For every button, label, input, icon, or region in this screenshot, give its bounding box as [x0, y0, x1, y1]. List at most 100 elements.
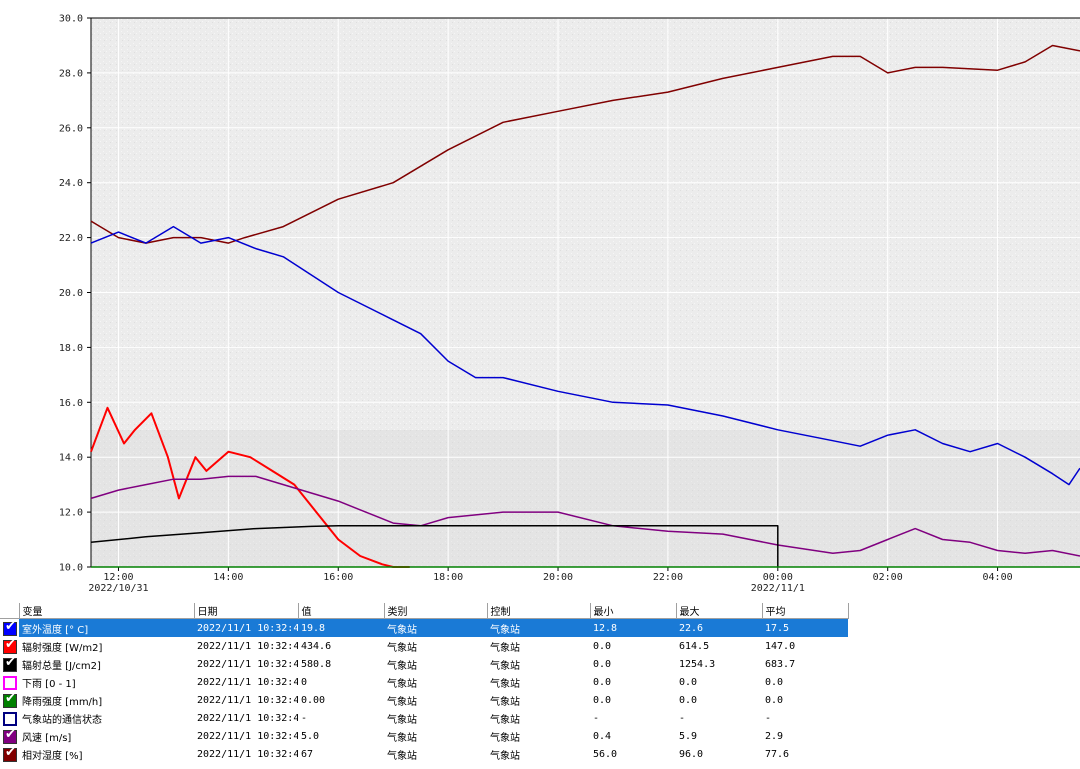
- control-cell: 气象站: [490, 750, 520, 762]
- value-cell: 0.00: [301, 694, 326, 706]
- filler-cell: [848, 619, 1080, 638]
- x-tick-label: 00:00: [763, 572, 793, 583]
- control-cell: 气象站: [487, 618, 590, 637]
- date-cell: 2022/11/1 10:32:43: [197, 712, 298, 724]
- series-visibility-checkbox[interactable]: [3, 675, 17, 690]
- min-cell: -: [593, 712, 600, 724]
- header-max[interactable]: 最大: [676, 603, 763, 619]
- series-visibility-checkbox[interactable]: ✔: [3, 618, 17, 636]
- header-min[interactable]: 最小: [590, 603, 677, 619]
- min-cell: 12.8: [590, 618, 676, 637]
- x-tick-label: 22:00: [653, 572, 683, 583]
- date-cell: 2022/11/1 10:32:43: [197, 694, 298, 706]
- max-cell: -: [679, 712, 686, 724]
- filler-cell: [848, 709, 1080, 727]
- variable-name: 相对湿度 [%]: [22, 750, 83, 762]
- series-visibility-checkbox[interactable]: ✔: [3, 637, 17, 654]
- series-line-4: [90, 525, 779, 567]
- check-icon: ✔: [5, 745, 16, 760]
- header-avg[interactable]: 平均: [762, 603, 849, 619]
- table-row[interactable]: ✔ 降雨强度 [mm/h] 2022/11/1 10:32:43 0.00 气象站 气象站…: [0, 691, 1080, 709]
- max-cell: 0.0: [679, 676, 698, 688]
- table-row[interactable]: ✔ 辐射强度 [W/m2] 2022/11/1 10:32:43 434.6 气象站 气象…: [0, 637, 1080, 655]
- x-tick-label: 02:00: [873, 572, 903, 583]
- min-cell: 0.0: [593, 640, 612, 652]
- check-icon: ✔: [5, 618, 16, 634]
- date-cell: 2022/11/1 10:32:43: [197, 658, 298, 670]
- variable-name: 气象站的通信状态: [22, 714, 102, 726]
- max-cell: 0.0: [679, 694, 698, 706]
- tick-labels: 10.0 12.0 14.0 16.0 18.0 20.0 22.0 24.0 26.0 28.0…: [59, 14, 1013, 595]
- value-cell: -: [301, 712, 308, 724]
- max-cell: 96.0: [679, 748, 704, 760]
- table-row[interactable]: ✔ 辐射总量 [J/cm2] 2022/11/1 10:32:43 580.8 气象站 气…: [0, 655, 1080, 673]
- checkbox-cell: ✔: [0, 637, 19, 655]
- series-visibility-checkbox[interactable]: ✔: [3, 691, 17, 708]
- checkbox-cell: ✔: [0, 727, 19, 745]
- filler-cell: [848, 673, 1080, 691]
- table-row[interactable]: ✔ 相对湿度 [%] 2022/11/1 10:32:43 67 气象站 气象站 56.0 9…: [0, 745, 1080, 763]
- table-row[interactable]: ✔ 风速 [m/s] 2022/11/1 10:32:43 5.0 气象站 气象站 0.4 5…: [0, 727, 1080, 745]
- header-variable[interactable]: 变量: [19, 603, 195, 619]
- x-tick-label: 14:00: [213, 572, 243, 583]
- y-tick-label: 14.0: [59, 453, 83, 464]
- variables-table: 变量 日期 值 类别 控制 最小 最大 平均 ✔ 室外温度 [° C] 2022/1…: [0, 603, 1080, 763]
- avg-cell: 147.0: [765, 640, 796, 652]
- series-line-0: [90, 44, 1080, 244]
- x-tick-label: 20:00: [543, 572, 573, 583]
- trend-chart[interactable]: 10.0 12.0 14.0 16.0 18.0 20.0 22.0 24.0 26.0 28.0…: [0, 0, 1080, 602]
- check-icon: ✔: [5, 637, 16, 652]
- min-cell: 0.0: [593, 658, 612, 670]
- series-line-3: [90, 475, 1080, 557]
- table-row[interactable]: 下雨 [0 - 1] 2022/11/1 10:32:43 0 气象站 气象站 0.0 0.…: [0, 673, 1080, 691]
- x-tick-label: 18:00: [433, 572, 463, 583]
- header-category[interactable]: 类别: [384, 603, 488, 619]
- variable-name: 室外温度 [° C]: [19, 618, 194, 637]
- x-tick-label: 04:00: [983, 572, 1013, 583]
- min-cell: 0.4: [593, 730, 612, 742]
- variable-name: 辐射总量 [J/cm2]: [22, 660, 101, 672]
- x-tick-label: 12:00: [103, 572, 133, 583]
- y-tick-label: 24.0: [59, 178, 83, 189]
- variable-name: 降雨强度 [mm/h]: [22, 696, 103, 708]
- series-visibility-checkbox[interactable]: [3, 711, 17, 726]
- header-date[interactable]: 日期: [194, 603, 299, 619]
- series-visibility-checkbox[interactable]: ✔: [3, 727, 17, 744]
- y-tick-label: 10.0: [59, 563, 83, 574]
- x-tick-label: 16:00: [323, 572, 353, 583]
- max-cell: 614.5: [679, 640, 710, 652]
- avg-cell: 77.6: [765, 748, 790, 760]
- header-control[interactable]: 控制: [487, 603, 591, 619]
- date-cell: 2022/11/1 10:32:43: [194, 618, 298, 637]
- value-cell: 5.0: [301, 730, 320, 742]
- checkbox-cell: ✔: [0, 691, 19, 709]
- variable-name: 下雨 [0 - 1]: [22, 678, 76, 690]
- header-value[interactable]: 值: [298, 603, 385, 619]
- value-cell: 19.8: [298, 618, 384, 637]
- date-cell: 2022/11/1 10:32:43: [197, 748, 298, 760]
- filler-cell: [848, 691, 1080, 709]
- category-cell: 气象站: [387, 642, 417, 654]
- date-cell: 2022/11/1 10:32:43: [197, 730, 298, 742]
- avg-cell: 0.0: [765, 676, 784, 688]
- avg-cell: 0.0: [765, 694, 784, 706]
- max-cell: 5.9: [679, 730, 698, 742]
- table-row[interactable]: 气象站的通信状态 2022/11/1 10:32:43- 气象站 气象站 - - -: [0, 709, 1080, 727]
- date-cell: 2022/11/1 10:32:43: [197, 640, 298, 652]
- value-cell: 67: [301, 748, 314, 760]
- category-cell: 气象站: [387, 696, 417, 708]
- x-date-label: 2022/11/1: [751, 583, 805, 594]
- value-cell: 0: [301, 676, 308, 688]
- filler-cell: [848, 727, 1080, 745]
- checkbox-cell: ✔: [0, 619, 19, 638]
- checkbox-cell: ✔: [0, 655, 19, 673]
- y-tick-label: 28.0: [59, 68, 83, 79]
- series-visibility-checkbox[interactable]: ✔: [3, 745, 17, 762]
- y-tick-label: 26.0: [59, 123, 83, 134]
- x-date-label: 2022/10/31: [88, 583, 148, 594]
- table-row[interactable]: ✔ 室外温度 [° C] 2022/11/1 10:32:43 19.8 气象站 气象站 1…: [0, 618, 1080, 638]
- checkbox-cell: ✔: [0, 745, 19, 763]
- max-cell: 1254.3: [679, 658, 716, 670]
- avg-cell: 2.9: [765, 730, 784, 742]
- series-visibility-checkbox[interactable]: ✔: [3, 655, 17, 672]
